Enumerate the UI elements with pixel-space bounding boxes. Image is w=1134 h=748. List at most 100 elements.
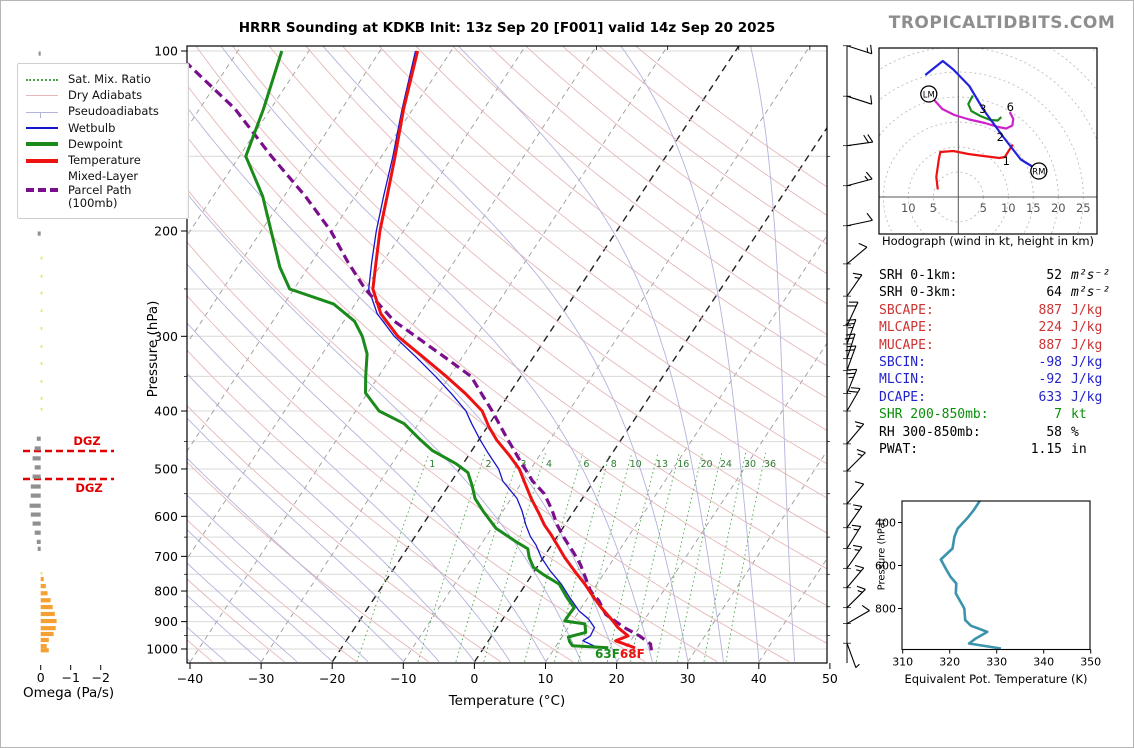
mixing-ratio-label: 36 <box>764 459 776 470</box>
omega-bar <box>40 604 53 610</box>
omega-bar <box>40 631 54 637</box>
dewpoint-curve <box>244 50 609 650</box>
legend-item-label: Wetbulb <box>68 120 116 135</box>
legend-item-label: Temperature <box>68 153 141 168</box>
parcel-path-curve <box>187 62 653 651</box>
stat-value: -92 <box>1038 372 1062 388</box>
stat-unit: in <box>1071 442 1087 458</box>
omega-bar <box>34 446 41 451</box>
temp-tick-label: 0 <box>470 671 478 686</box>
omega-bar <box>30 493 41 498</box>
storm-motion-label: LM <box>923 91 935 101</box>
omega-bar <box>38 51 41 56</box>
wind-barb <box>846 242 868 265</box>
mixing-ratio-label: 2 <box>486 459 492 470</box>
stat-value: 224 <box>1038 320 1062 336</box>
omega-bar <box>40 380 43 383</box>
pressure-tick-label: 1000 <box>146 641 178 656</box>
hodograph-trace-6-12km <box>924 59 1040 172</box>
pressure-tick-label: 400 <box>154 404 178 419</box>
thetae-y-tick: 800 <box>875 602 896 615</box>
thetae-plot-area <box>939 501 1002 650</box>
omega-bar <box>40 397 43 400</box>
omega-bar <box>32 474 41 479</box>
pressure-tick-label: 200 <box>154 224 178 239</box>
wind-barb <box>846 95 873 105</box>
wind-barb <box>845 319 857 345</box>
hodograph-trace-0-1km <box>935 143 1014 190</box>
temp-tick-label: 50 <box>822 671 838 686</box>
omega-bar <box>40 626 56 631</box>
thetae-x-tick: 330 <box>986 656 1007 669</box>
legend-item: Temperature <box>26 153 180 168</box>
thetae-x-tick: 350 <box>1080 656 1101 669</box>
mixing-ratio-label: 10 <box>630 459 642 470</box>
hodograph-tick-label: 5 <box>930 201 937 215</box>
mixing-ratio-label: 4 <box>546 459 552 470</box>
pressure-tick-label: 100 <box>154 44 178 59</box>
stat-label: MUCAPE: <box>879 337 934 353</box>
legend-item-label: Dry Adiabats <box>68 88 143 103</box>
omega-bar <box>40 611 55 617</box>
temp-tick-label: −20 <box>319 671 345 686</box>
thetae-x-tick: 320 <box>939 656 960 669</box>
legend-item-label: Mixed-Layer Parcel Path (100mb) <box>68 169 139 210</box>
wind-barb <box>846 481 865 505</box>
omega-bar <box>32 456 41 461</box>
thetae-x-tick: 340 <box>1033 656 1054 669</box>
legend-item: Mixed-Layer Parcel Path (100mb) <box>26 170 180 210</box>
stat-label: SHR 200-850mb: <box>879 407 989 423</box>
omega-bar <box>34 530 41 535</box>
storm-motion-marker <box>920 85 938 103</box>
temp-tick-label: 10 <box>538 671 554 686</box>
stat-value: 52 <box>1046 268 1062 283</box>
temperature-curve <box>371 50 636 650</box>
wind-barb <box>846 272 863 297</box>
legend-item: Sat. Mix. Ratio <box>26 72 180 86</box>
pressure-tick-label: 300 <box>154 329 178 344</box>
stat-value: 1.15 <box>1030 442 1062 458</box>
omega-bar <box>40 571 43 575</box>
stat-unit: m²s⁻² <box>1071 268 1111 283</box>
mixing-ratio-label: 13 <box>656 459 668 470</box>
wind-barb <box>845 345 857 371</box>
pseudo-line-swatch <box>26 111 58 118</box>
omega-axis-label: Omega (Pa/s) <box>23 685 115 701</box>
omega-bar <box>40 584 46 589</box>
omega-bar <box>40 291 43 295</box>
stat-unit: J/kg <box>1071 372 1103 388</box>
stat-row: MUCAPE: 887 J/kg <box>879 337 1131 354</box>
thetae-y-axis-label: Pressure (hPa) <box>876 518 888 591</box>
hodograph-trace-3-6km <box>932 98 1015 130</box>
legend-item-label: Pseudoadiabats <box>68 104 159 119</box>
stat-label: MLCIN: <box>879 372 926 388</box>
stat-unit: J/kg <box>1071 320 1103 336</box>
hodograph-trace-2-3km <box>967 94 1003 122</box>
stat-label: SRH 0-1km: <box>879 268 958 283</box>
dewpoint-line-swatch <box>26 142 58 147</box>
mixing-ratio-label: 1 <box>429 459 435 470</box>
temp-tick-label: 40 <box>751 671 767 686</box>
storm-motion-label: RM <box>1032 168 1045 178</box>
legend-box: Sat. Mix. Ratio Dry Adiabats Pseudoadiabat… <box>17 63 189 219</box>
omega-bar <box>29 503 41 508</box>
stat-row: RH 300-850mb: 58% <box>879 424 1131 441</box>
stat-label: PWAT: <box>879 442 919 458</box>
omega-bar <box>40 618 57 624</box>
pressure-tick-label: 900 <box>154 614 178 629</box>
omega-bar <box>40 327 43 330</box>
hodograph-caption: Hodograph (wind in kt, height in km) <box>881 234 1095 248</box>
stat-label: SBCAPE: <box>879 302 934 318</box>
omega-bar <box>40 274 43 278</box>
temp-tick-label: −30 <box>248 671 274 686</box>
wind-barb <box>846 564 865 589</box>
stat-value: 7 <box>1054 407 1062 423</box>
stat-row: SHR 200-850mb: 7 kt <box>879 406 1131 423</box>
stat-label: DCAPE: <box>879 389 926 405</box>
stat-row: DCAPE: 633 J/kg <box>879 389 1131 406</box>
wind-barb <box>846 544 863 569</box>
omega-bar <box>40 309 43 313</box>
hodograph-tick-label: 10 <box>901 201 916 215</box>
